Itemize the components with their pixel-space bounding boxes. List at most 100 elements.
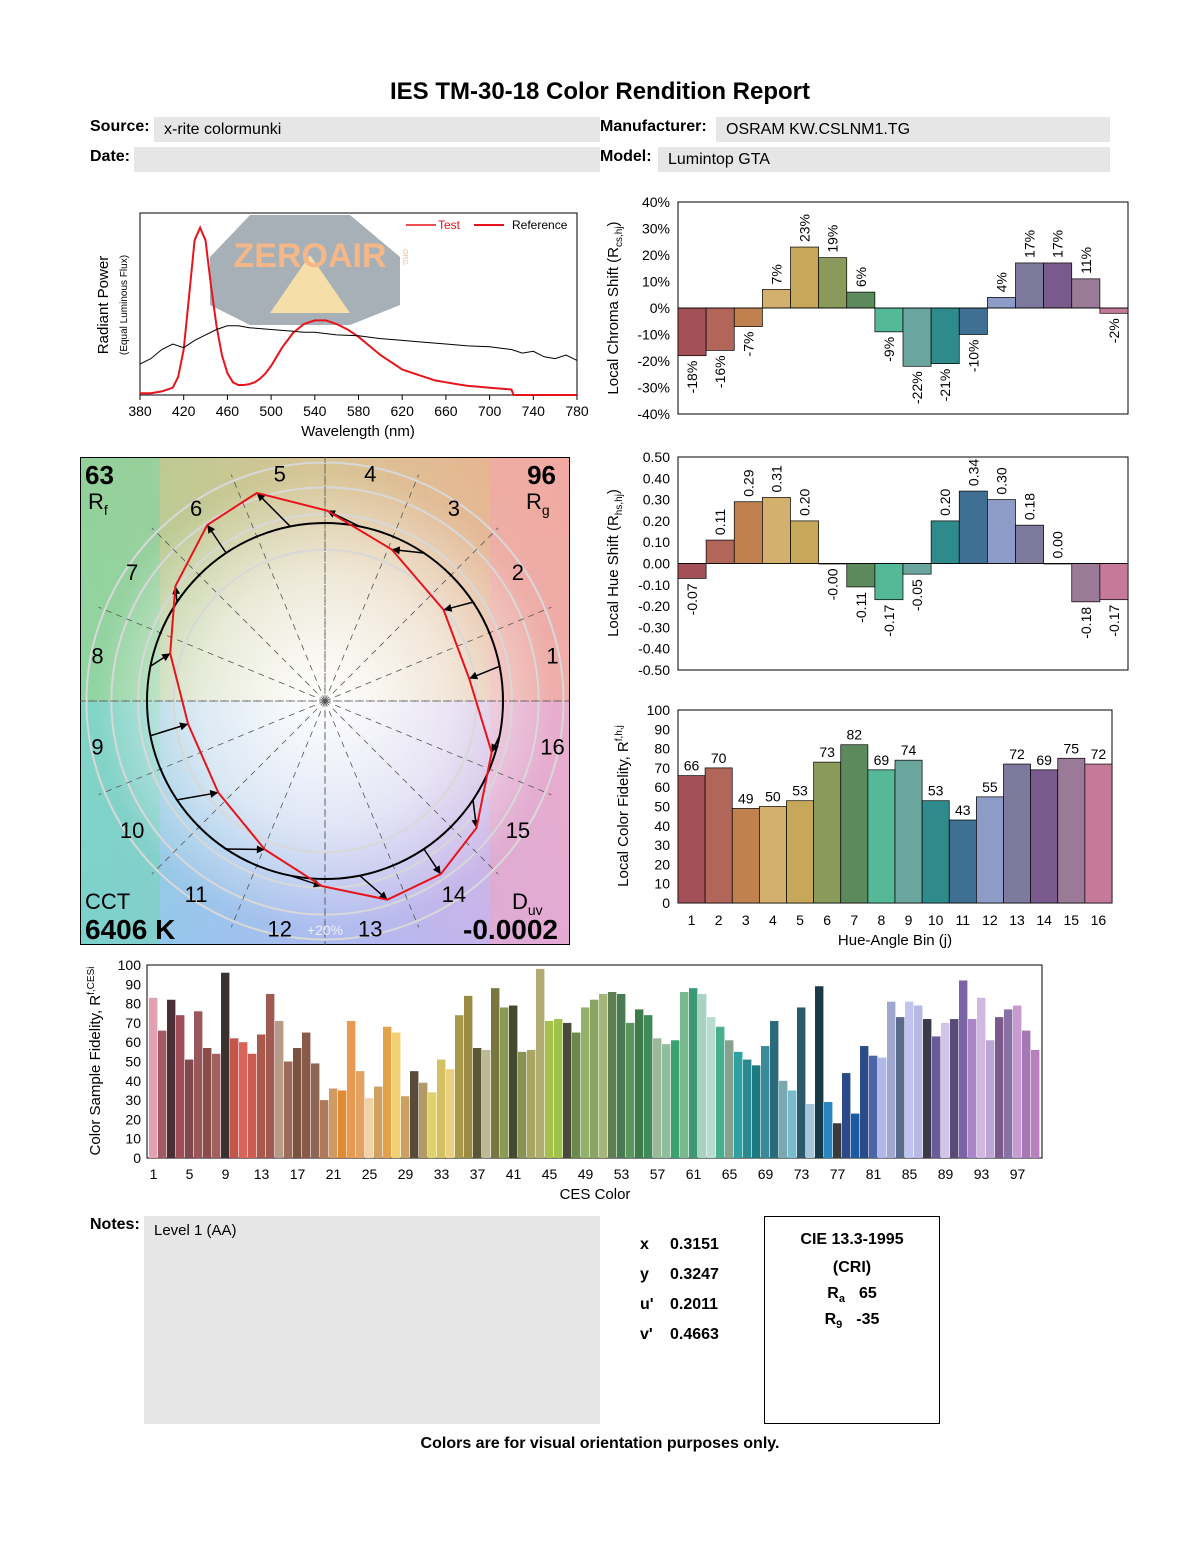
ces-bar — [284, 1061, 293, 1158]
ces-ylabel-sub: f,CESi — [86, 967, 97, 995]
fidelity-bar — [840, 744, 869, 904]
chroma-bars-label: 7% — [768, 264, 784, 284]
chroma-bars-bar — [874, 307, 904, 333]
ces-xtick-label: 93 — [974, 1166, 990, 1182]
hue-bars-label: -0.11 — [853, 592, 869, 623]
fidelity-xtick-label: 10 — [928, 912, 944, 928]
ces-bar — [572, 1032, 581, 1158]
ces-bar — [716, 1026, 725, 1158]
ces-bar — [599, 993, 608, 1158]
fidelity-bar — [976, 796, 1004, 904]
fidelity-bar — [1084, 763, 1113, 904]
ces-bar — [617, 993, 626, 1158]
fidelity-ytick-label: 40 — [654, 818, 670, 834]
ces-bar — [950, 1019, 959, 1158]
ces-bar — [761, 1046, 770, 1158]
chroma-bars-bar — [790, 246, 819, 309]
ces-bar — [977, 997, 986, 1158]
ces-bar — [257, 1034, 266, 1158]
chroma-bars-bar — [930, 307, 960, 365]
ces-bar — [275, 1020, 284, 1158]
chroma-bars-label: -18% — [684, 361, 700, 394]
svg-text:Local Color Fidelity, Rf,h,j: Local Color Fidelity, Rf,h,j — [614, 725, 632, 887]
manufacturer-field: OSRAM KW.CSLNM1.TG — [716, 117, 1110, 142]
shift-arrowhead — [209, 790, 219, 798]
ces-bar — [644, 1015, 653, 1158]
ces-bar — [887, 1001, 896, 1158]
grid-spoke — [324, 527, 499, 702]
ces-xtick-label: 81 — [866, 1166, 882, 1182]
rg-value: 96 — [527, 460, 556, 490]
hue-bars-bar — [930, 520, 960, 564]
ces-bar — [509, 1005, 518, 1158]
fidelity-value-label: 66 — [684, 758, 700, 774]
source-label: Source: — [90, 118, 150, 135]
bin-label: 5 — [274, 461, 286, 486]
ces-bar — [365, 1098, 374, 1158]
ces-bar — [959, 980, 968, 1158]
ces-bar — [419, 1082, 428, 1158]
ces-bar — [203, 1047, 212, 1158]
ces-bar — [455, 1015, 464, 1158]
fidelity-xtick-label: 12 — [982, 912, 998, 928]
fidelity-value-label: 72 — [1009, 746, 1025, 762]
hue-bars-bar — [958, 490, 988, 564]
fidelity-xtick-label: 3 — [742, 912, 750, 928]
date-field — [134, 147, 600, 172]
ces-bar — [860, 1046, 869, 1158]
ces-bar — [905, 1001, 914, 1158]
footer-note: Colors are for visual orientation purpos… — [420, 1435, 780, 1452]
ces-xtick-label: 73 — [794, 1166, 810, 1182]
chroma-bars-label: -21% — [937, 369, 953, 402]
hue-yticks-label: 0.30 — [643, 492, 670, 508]
ces-bar — [500, 1007, 509, 1158]
bin-label: 7 — [126, 560, 138, 585]
hue-bars-bar — [1071, 563, 1101, 603]
spd-line-reference — [139, 325, 578, 365]
ces-xtick-label: 5 — [186, 1166, 194, 1182]
ces-xtick-label: 53 — [614, 1166, 630, 1182]
ces-bar — [932, 1036, 941, 1158]
chroma-ylabel-end: ) — [605, 221, 622, 226]
spd-xtick-label: 740 — [522, 403, 546, 419]
fidelity-ytick-label: 50 — [654, 799, 670, 815]
ces-ytick-label: 0 — [133, 1150, 141, 1166]
ces-xtick-label: 25 — [362, 1166, 378, 1182]
bin-label: 4 — [364, 461, 376, 486]
fidelity-bar — [1057, 757, 1086, 904]
hue-bars-label: 0.00 — [1050, 531, 1066, 558]
chroma-bars-bar — [902, 307, 932, 367]
ces-bar — [356, 1071, 365, 1158]
ces-bar — [671, 1040, 680, 1158]
ces-bar — [779, 1080, 788, 1158]
reference-circle — [146, 522, 504, 880]
chroma-bars-bar — [1015, 262, 1044, 309]
hue-bars-label: -0.17 — [881, 605, 897, 637]
hue-bars-label: -0.17 — [1106, 605, 1122, 637]
fidelity-value-label: 73 — [819, 744, 835, 760]
hue-bars-bar — [790, 520, 819, 564]
hue-ylabel-end: ) — [605, 489, 622, 494]
fidelity-bar — [894, 759, 923, 904]
ces-bar — [590, 999, 599, 1158]
fidelity-bar — [704, 767, 733, 904]
chroma-bars-label: 11% — [1078, 247, 1094, 274]
hue-bars-label: 0.34 — [965, 459, 981, 486]
ces-bar — [185, 1059, 194, 1158]
spd-xtick-label: 580 — [347, 403, 371, 419]
hue-yticks-label: -0.30 — [638, 619, 670, 635]
ces-bar — [752, 1065, 761, 1158]
fidelity-bar — [921, 800, 950, 904]
chroma-bars-label: -9% — [881, 337, 897, 362]
shift-arrowhead — [256, 845, 265, 854]
date-label: Date: — [90, 148, 131, 165]
shift-arrowhead — [256, 492, 266, 502]
hue-yticks-label: -0.50 — [638, 662, 670, 678]
ces-ytick-label: 40 — [125, 1073, 141, 1089]
bin-label: 14 — [442, 882, 466, 907]
spd-xtick-label: 460 — [216, 403, 240, 419]
chroma-bars-label: -22% — [909, 371, 925, 404]
fidelity-value-label: 69 — [1036, 752, 1052, 768]
chroma-yticks-label: -30% — [637, 380, 670, 396]
